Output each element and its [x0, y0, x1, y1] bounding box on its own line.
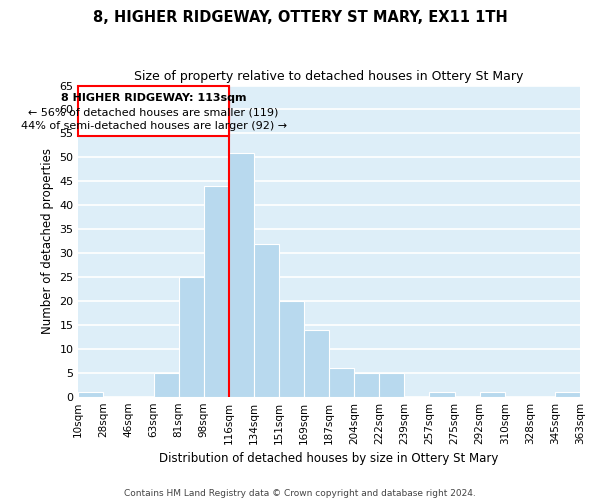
Bar: [79, 392, 103, 396]
Text: ← 56% of detached houses are smaller (119): ← 56% of detached houses are smaller (11…: [28, 107, 279, 117]
Text: Contains HM Land Registry data © Crown copyright and database right 2024.: Contains HM Land Registry data © Crown c…: [124, 488, 476, 498]
Bar: [379, 372, 404, 396]
Bar: [279, 301, 304, 396]
Bar: [204, 186, 229, 396]
Bar: [254, 244, 279, 396]
Text: 8, HIGHER RIDGEWAY, OTTERY ST MARY, EX11 1TH: 8, HIGHER RIDGEWAY, OTTERY ST MARY, EX11…: [92, 10, 508, 25]
Bar: [430, 392, 455, 396]
Bar: [555, 392, 580, 396]
Title: Size of property relative to detached houses in Ottery St Mary: Size of property relative to detached ho…: [134, 70, 524, 83]
Bar: [229, 152, 254, 396]
FancyBboxPatch shape: [79, 86, 229, 136]
Text: 8 HIGHER RIDGEWAY: 113sqm: 8 HIGHER RIDGEWAY: 113sqm: [61, 92, 247, 102]
Bar: [479, 392, 505, 396]
Bar: [304, 330, 329, 396]
Bar: [354, 372, 379, 396]
X-axis label: Distribution of detached houses by size in Ottery St Mary: Distribution of detached houses by size …: [160, 452, 499, 465]
Bar: [154, 372, 179, 396]
Bar: [179, 277, 204, 396]
Bar: [329, 368, 354, 396]
Text: 44% of semi-detached houses are larger (92) →: 44% of semi-detached houses are larger (…: [20, 122, 287, 132]
Y-axis label: Number of detached properties: Number of detached properties: [41, 148, 54, 334]
